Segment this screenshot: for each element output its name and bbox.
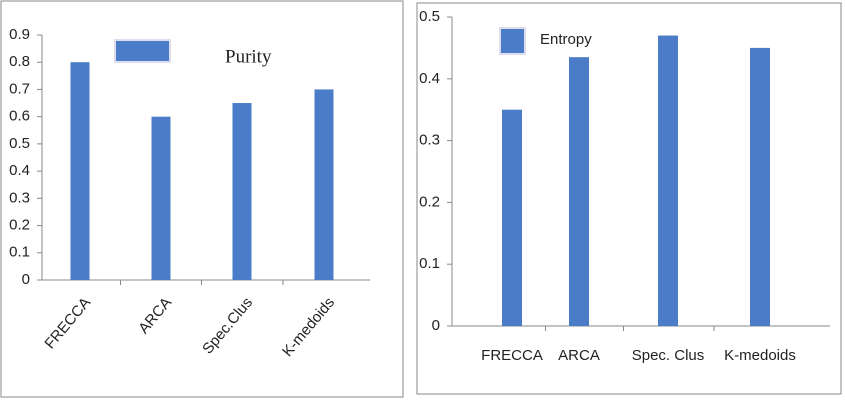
x-tick-label: FRECCA (41, 294, 94, 352)
legend-label: Purity (225, 46, 272, 67)
y-tick-label: 0.1 (9, 244, 30, 261)
bar (502, 109, 522, 326)
y-tick-label: 0.2 (9, 217, 30, 234)
bar (151, 116, 171, 281)
y-tick-label: 0 (432, 317, 440, 334)
bar (569, 57, 589, 327)
panel-left (0, 0, 404, 398)
y-tick-label: 0.6 (9, 108, 30, 125)
legend-swatch (114, 39, 171, 63)
x-tick-label: ARCA (558, 347, 600, 364)
x-tick-label: ARCA (135, 294, 175, 337)
x-tick-label: FRECCA (481, 347, 543, 364)
y-tick-label: 0.5 (419, 8, 440, 25)
bar (70, 62, 90, 280)
y-tick-label: 0.9 (9, 26, 30, 43)
y-tick-label: 0.7 (9, 80, 30, 97)
y-tick-label: 0.4 (9, 162, 30, 179)
legend-swatch (499, 27, 526, 55)
y-tick-label: 0.1 (419, 255, 440, 272)
y-tick-label: 0.3 (419, 132, 440, 149)
bar (314, 89, 334, 280)
y-tick-label: 0.8 (9, 53, 30, 70)
y-tick-label: 0.4 (419, 70, 440, 87)
y-tick-label: 0.2 (419, 193, 440, 210)
y-tick-label: 0 (22, 271, 30, 288)
bar (232, 103, 252, 280)
panel-right (416, 2, 842, 395)
bar (658, 35, 678, 326)
y-tick-label: 0.5 (9, 135, 30, 152)
x-tick-label: K-medoids (279, 294, 338, 360)
y-tick-label: 0.3 (9, 189, 30, 206)
x-tick-label: Spec. Clus (632, 347, 705, 364)
bar (750, 47, 770, 327)
legend-label: Entropy (540, 31, 592, 48)
x-tick-label: Spec.Clus (199, 294, 256, 357)
x-tick-label: K-medoids (724, 347, 796, 364)
